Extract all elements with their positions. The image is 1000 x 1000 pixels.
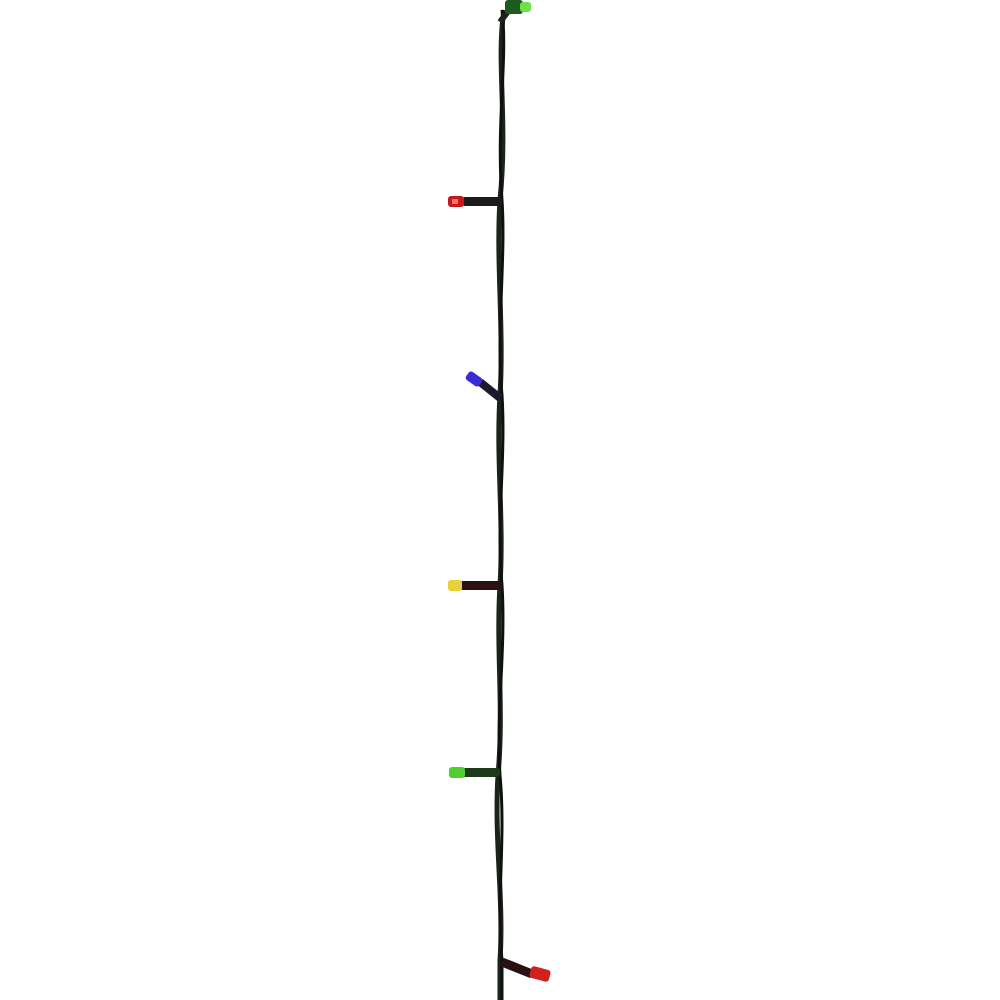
bulb xyxy=(449,767,500,778)
bulb-led xyxy=(529,966,551,982)
wire-strand xyxy=(497,9,506,1000)
bulb-socket xyxy=(500,957,534,979)
bulb-led xyxy=(520,2,531,12)
bulb-led xyxy=(448,580,462,591)
bulb-led xyxy=(465,371,483,387)
bulb-led xyxy=(449,767,465,778)
bulb xyxy=(448,580,502,591)
bulb-glint xyxy=(452,199,458,204)
bulb xyxy=(465,371,503,402)
bulb-socket xyxy=(462,197,502,206)
bulb-socket xyxy=(460,581,502,590)
bulb-socket xyxy=(462,768,500,777)
bulb-socket xyxy=(505,0,523,14)
bulb-socket xyxy=(477,378,503,402)
bulb xyxy=(497,0,531,24)
bulb xyxy=(500,957,551,982)
bulb xyxy=(448,196,502,207)
